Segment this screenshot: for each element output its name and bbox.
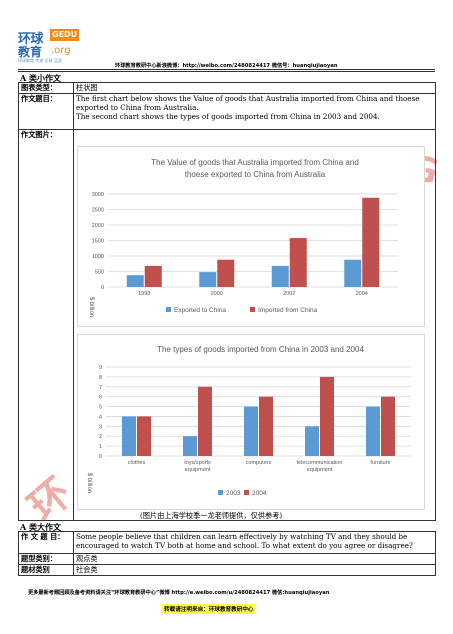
y-tick-label: 4 <box>99 414 102 420</box>
legend-label: Exported to China <box>174 307 226 314</box>
bar <box>344 259 362 287</box>
y-tick-label: 2 <box>99 434 102 440</box>
chart-title: The types of goods imported from China i… <box>157 345 364 354</box>
x-tick-label: computers <box>246 460 272 466</box>
y-tick-label: 6 <box>99 395 102 401</box>
bar <box>381 396 395 456</box>
chart-1-svg: The Value of goods that Australia import… <box>88 158 398 317</box>
logo-cn-bottom: 教育 <box>18 45 43 59</box>
footer-reprint-note: 转载请注明来自：环球教育教研中心 <box>162 604 256 614</box>
y-tick-label: 5 <box>99 405 102 411</box>
header-divider-2 <box>18 71 435 72</box>
bar <box>126 275 144 287</box>
essay-topic-label: 作 文 题 目： <box>18 531 74 554</box>
bar <box>198 386 212 456</box>
essay-topic-text: Some people believe that children can le… <box>73 531 436 554</box>
legend-label: Imported from China <box>258 307 318 314</box>
legend-label: 2003 <box>226 490 241 497</box>
chart-2: The types of goods imported from China i… <box>77 334 425 510</box>
x-tick-label: clothes <box>128 460 146 466</box>
section-b-heading: A 类大作文 <box>20 522 61 532</box>
image-caption: (图片由上海学校季一龙老师提供，仅供参考) <box>140 511 283 520</box>
chart-2-svg: The types of goods imported from China i… <box>86 345 411 497</box>
task-b-table: 作 文 题 目： Some people believe that childr… <box>18 531 436 576</box>
legend-label: 2004 <box>252 490 267 497</box>
bar <box>289 238 307 287</box>
bar <box>199 272 217 287</box>
x-tick-label: 2000 <box>211 291 223 297</box>
topic-line-1: The first chart below shows the Value of… <box>76 94 420 112</box>
bar <box>217 259 235 287</box>
legend-swatch <box>166 307 171 312</box>
legend-swatch <box>244 490 249 495</box>
bar <box>320 376 334 456</box>
gedu-logo: 环球 GEDU 教育 .org 环球教育 传递 全球 品质 <box>18 28 80 63</box>
y-tick-label: 8 <box>99 375 102 381</box>
bar <box>366 406 380 456</box>
logo-org: .org <box>51 45 71 56</box>
x-tick-label: toys/sports <box>184 460 211 466</box>
header-weibo-line: 环球教育教研中心新浪微博：http://weibo.com/2480824417… <box>115 63 338 69</box>
logo-slogan: 环球教育 传递 全球 品质 <box>18 58 62 63</box>
y-tick-label: 3 <box>99 424 102 430</box>
chart-type-value: 柱状图 <box>73 82 436 94</box>
x-tick-label: equipment <box>185 467 211 473</box>
y-tick-label: 0 <box>99 454 102 460</box>
y-tick-label: 2000 <box>92 223 104 229</box>
y-tick-label: 1000 <box>92 254 104 260</box>
essay-type-value: 观点类 <box>73 553 436 565</box>
y-axis-label: $ billion <box>88 297 94 317</box>
essay-material-value: 社会类 <box>73 564 436 576</box>
bar <box>137 416 151 456</box>
y-tick-label: 500 <box>95 270 104 276</box>
bar <box>244 406 258 456</box>
legend-swatch <box>218 490 223 495</box>
y-tick-label: 7 <box>99 385 102 391</box>
y-tick-label: 1500 <box>92 239 104 245</box>
y-tick-label: 1 <box>99 444 102 450</box>
y-axis-label: $ billion <box>86 473 92 493</box>
x-tick-label: 2004 <box>356 291 368 297</box>
section-a-heading: A 类小作文 <box>20 73 61 83</box>
bar <box>305 426 319 456</box>
logo-badge: GEDU <box>50 29 80 41</box>
bar <box>122 416 136 456</box>
x-tick-label: equipment <box>307 467 333 473</box>
bar <box>259 396 273 456</box>
x-tick-label: 2002 <box>283 291 295 297</box>
y-tick-label: 9 <box>99 365 102 371</box>
topic-line-2: The second chart shows the types of good… <box>76 112 380 121</box>
topic-text: The first chart below shows the Value of… <box>73 93 436 130</box>
y-tick-label: 2500 <box>92 208 104 214</box>
header-divider <box>18 69 435 70</box>
x-tick-label: telecommunication <box>297 460 343 466</box>
bar <box>362 197 380 287</box>
chart-title: thoese exported to China from Australia <box>185 170 326 179</box>
essay-material-label: 题材类别 <box>18 564 74 576</box>
topic-label: 作文题目： <box>18 93 74 130</box>
legend-swatch <box>250 307 255 312</box>
footer-line: 更多最新考题回顾及备考资料请关注“环球教育教研中心”微博 http://e.we… <box>28 590 330 596</box>
chart-title: The Value of goods that Australia import… <box>151 158 359 167</box>
chart-1: The Value of goods that Australia import… <box>77 146 425 327</box>
bar <box>144 265 162 287</box>
y-tick-label: 3000 <box>92 192 104 198</box>
x-tick-label: furniture <box>370 460 390 466</box>
logo-cn-top: 环球 <box>18 32 44 47</box>
x-tick-label: 1998 <box>138 291 150 297</box>
bar <box>271 265 289 287</box>
y-tick-label: 0 <box>101 285 104 291</box>
essay-type-label: 题型类别： <box>18 553 74 565</box>
chart-type-label: 图表类型： <box>18 82 74 94</box>
bar <box>183 436 197 456</box>
image-label: 作文图片： <box>18 129 74 521</box>
